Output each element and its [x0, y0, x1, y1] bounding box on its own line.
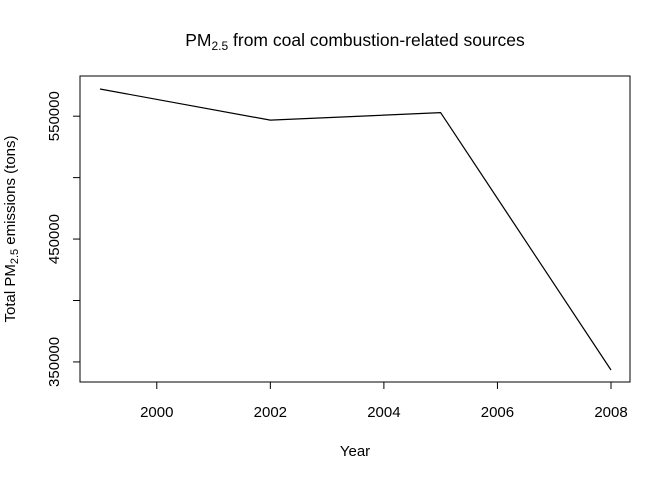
chart-title: PM2.5 from coal combustion-related sourc…	[185, 30, 525, 53]
chart-title-rest: from coal combustion-related sources	[228, 30, 525, 50]
y-tick-label: 550000	[46, 91, 63, 141]
y-axis-label: Total PM2.5 emissions (tons)	[2, 135, 21, 322]
x-axis: 2000 2002 2004 2006 2008	[140, 382, 628, 421]
chart-title-subscript: 2.5	[211, 39, 228, 53]
y-tick-label: 450000	[46, 214, 63, 264]
x-tick-label: 2000	[140, 404, 173, 421]
x-tick-label: 2006	[481, 404, 514, 421]
y-axis-label-post: emissions (tons)	[2, 135, 19, 248]
y-axis-label-subscript: 2.5	[9, 249, 21, 264]
chart-title-main: PM	[185, 30, 211, 50]
y-axis-label-pre: Total PM	[2, 264, 19, 322]
y-axis: 350000 450000 550000	[46, 91, 80, 387]
x-tick-label: 2008	[594, 404, 627, 421]
series-layer	[99, 88, 612, 371]
y-tick-label: 350000	[46, 337, 63, 387]
x-axis-label: Year	[340, 443, 370, 460]
plot-frame	[79, 75, 631, 383]
series-line	[99, 88, 612, 371]
x-tick-label: 2004	[367, 404, 400, 421]
x-tick-label: 2002	[254, 404, 287, 421]
